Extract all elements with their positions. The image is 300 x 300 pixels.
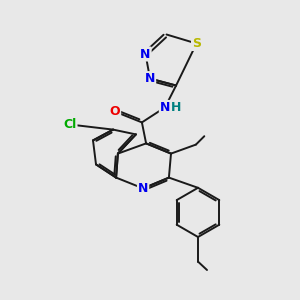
Text: S: S: [192, 37, 201, 50]
Text: N: N: [138, 182, 148, 195]
Text: O: O: [110, 105, 120, 118]
Text: N: N: [160, 101, 170, 114]
Text: N: N: [140, 47, 151, 61]
Text: Cl: Cl: [63, 118, 76, 131]
Text: H: H: [171, 101, 182, 114]
Text: N: N: [145, 72, 155, 85]
